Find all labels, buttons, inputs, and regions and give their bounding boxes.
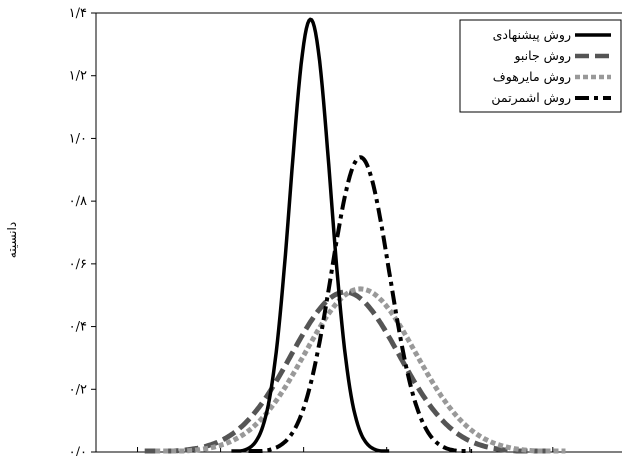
legend-label: روش پیشنهادی xyxy=(493,27,571,43)
legend-label: روش مایرهوف xyxy=(493,69,571,85)
y-tick-label: ۰/۶ xyxy=(69,257,87,272)
series-line-1 xyxy=(143,289,547,454)
series-line-2 xyxy=(154,286,567,454)
legend: روش پیشنهادی روش جانبو روش مایرهوف روش اشمر… xyxy=(459,19,622,113)
y-tick-label: ۱/۴ xyxy=(69,6,87,21)
series-line-0 xyxy=(231,17,390,453)
y-tick-label: ۱/۲ xyxy=(69,69,87,84)
series-line-3 xyxy=(247,155,473,453)
y-tick-label: ۰/۰ xyxy=(69,445,87,456)
y-tick-label: ۰/۲ xyxy=(69,382,87,397)
y-tick-label: ۰/۸ xyxy=(69,194,87,209)
y-axis: ۰/۰ ۰/۲ ۰/۴ ۰/۶ ۰/۸ ۱/۰ ۱/۲ ۱/۴ xyxy=(69,6,96,456)
legend-label: روش اشمرتمن xyxy=(491,90,571,106)
y-tick-label: ۰/۴ xyxy=(69,320,87,335)
y-axis-title: دانسیته xyxy=(5,222,19,258)
y-tick-label: ۱/۰ xyxy=(69,131,87,146)
legend-label: روش جانبو xyxy=(513,48,571,64)
series-layer xyxy=(143,17,567,454)
